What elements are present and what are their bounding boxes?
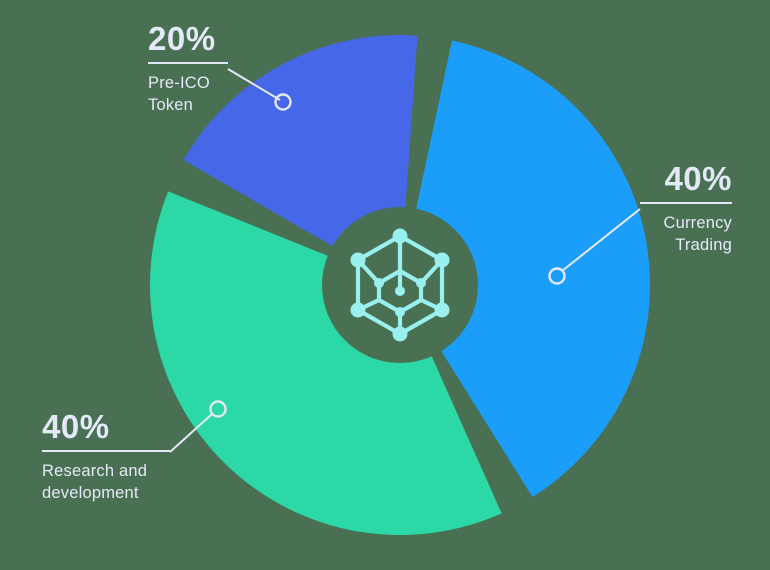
callout-percent-pre-ico: 20% bbox=[148, 20, 216, 57]
callout-label-currency: Currency Trading bbox=[663, 214, 732, 254]
leader-dot-currency[interactable] bbox=[548, 267, 566, 285]
blockchain-network-nodes bbox=[350, 228, 450, 342]
callout-research-development: 40% Research and development bbox=[42, 410, 170, 505]
callout-currency-trading: 40% Currency Trading bbox=[640, 162, 732, 257]
callout-rule-pre-ico bbox=[148, 62, 228, 64]
pie-slice-research-and-development[interactable] bbox=[149, 191, 502, 536]
leader-dot-pre-ico[interactable] bbox=[274, 93, 292, 111]
leader-line-research bbox=[169, 413, 213, 453]
callout-pre-ico-token: 20% Pre-ICO Token bbox=[148, 22, 228, 117]
leader-dot-research[interactable] bbox=[209, 400, 227, 418]
callout-percent-research: 40% bbox=[42, 408, 110, 445]
leader-line-currency bbox=[561, 208, 641, 272]
leader-line-pre-ico bbox=[227, 68, 281, 101]
pie-slice-currency-trading[interactable] bbox=[400, 40, 651, 498]
callout-percent-currency: 40% bbox=[664, 160, 732, 197]
callout-label-research: Research and development bbox=[42, 462, 148, 502]
callout-rule-currency bbox=[640, 202, 732, 204]
callout-label-pre-ico: Pre-ICO Token bbox=[148, 74, 210, 114]
callout-rule-research bbox=[42, 450, 170, 452]
